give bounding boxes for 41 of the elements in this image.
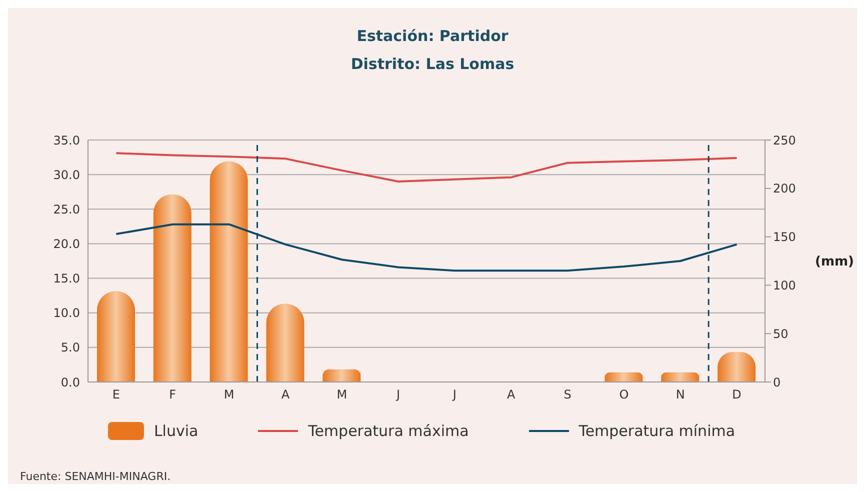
x-tick-label: M xyxy=(336,388,348,402)
chart-subtitle: Distrito: Las Lomas xyxy=(350,54,516,75)
x-tick-label: N xyxy=(676,388,685,402)
y-tick-label: 30.0 xyxy=(53,168,80,182)
x-tick-label: A xyxy=(281,388,290,402)
x-tick-label: M xyxy=(224,388,234,402)
bar xyxy=(661,372,700,382)
bar xyxy=(322,369,361,382)
y2-tick-label: 0 xyxy=(773,375,781,390)
line-series xyxy=(115,152,738,182)
legend-label: Temperatura mínima xyxy=(578,422,736,440)
bar xyxy=(266,304,304,382)
x-tick-label: F xyxy=(169,388,176,402)
x-tick-label: E xyxy=(112,388,120,402)
y-tick-label: 20.0 xyxy=(53,236,80,251)
y2-tick-label: 250 xyxy=(773,133,796,148)
y-tick-label: 10.0 xyxy=(53,306,80,320)
y-tick-label: 5.0 xyxy=(60,340,80,355)
x-tick-label: J xyxy=(452,388,456,402)
bar xyxy=(97,291,135,382)
x-tick-label: O xyxy=(619,388,629,402)
x-tick-label: S xyxy=(564,388,572,402)
x-tick-label: A xyxy=(507,388,516,402)
bar xyxy=(153,194,192,382)
x-tick-label: D xyxy=(732,388,742,402)
chart-title: Estación: Partidor xyxy=(356,26,510,47)
y-tick-label: 35.0 xyxy=(53,133,80,148)
bar xyxy=(210,161,248,382)
y2-tick-label: 150 xyxy=(773,230,796,244)
legend-label: Temperatura máxima xyxy=(308,422,469,440)
legend-label: Lluvia xyxy=(154,422,198,440)
y2-tick-label: 100 xyxy=(773,278,796,292)
y2-axis-title: (mm) xyxy=(815,254,854,270)
y-tick-label: 0.0 xyxy=(60,375,80,390)
bar xyxy=(604,372,643,382)
y-tick-label: 25.0 xyxy=(53,202,80,216)
source-note: Fuente: SENAMHI-MINAGRI. xyxy=(20,470,171,483)
y2-tick-label: 200 xyxy=(773,182,796,196)
y2-tick-label: 50 xyxy=(773,326,788,341)
x-tick-label: J xyxy=(396,388,400,402)
y-tick-label: 15.0 xyxy=(53,272,80,286)
